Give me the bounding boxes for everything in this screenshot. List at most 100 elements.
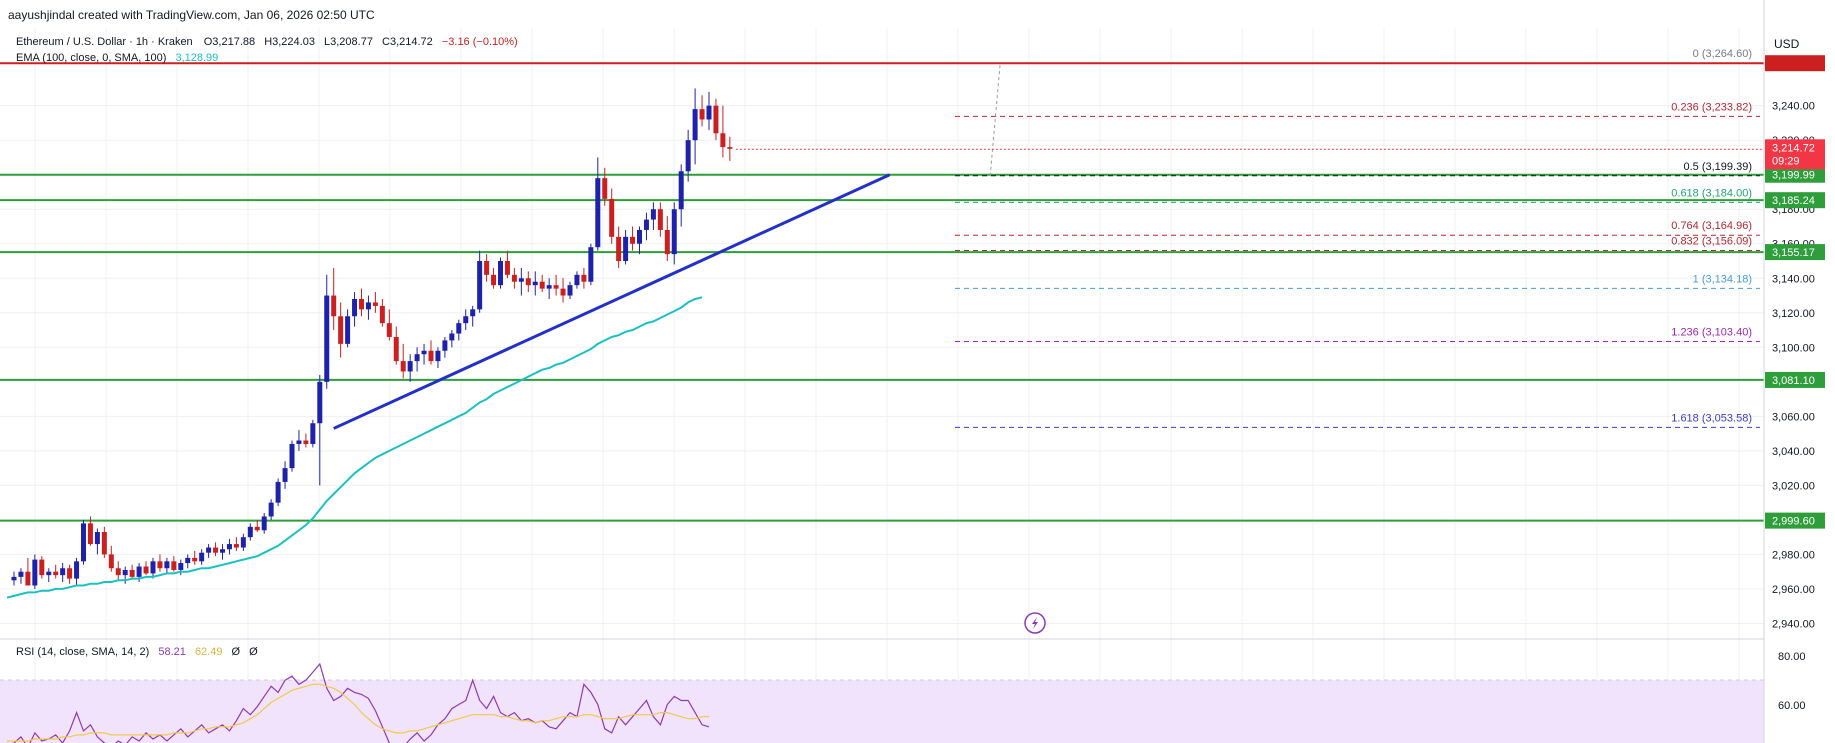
ohlc-close: C3,214.72 xyxy=(382,36,433,48)
candle-body xyxy=(470,309,476,317)
candle-body xyxy=(463,316,469,324)
candle-body xyxy=(94,531,100,545)
candle-body xyxy=(720,133,726,148)
rsi-sma-line xyxy=(7,683,709,742)
candle-body xyxy=(616,236,622,262)
candle-body xyxy=(630,236,636,244)
candle-body xyxy=(74,561,80,579)
fib-level-label: 0.618 (3,184.00) xyxy=(1671,187,1752,199)
rsi-tick-60-text: 60.00 xyxy=(1778,700,1806,712)
level-badge-text: 3,199.99 xyxy=(1772,170,1815,182)
candle-body xyxy=(539,281,545,289)
symbol-legend[interactable]: Ethereum / U.S. Dollar · 1h · Kraken O3,… xyxy=(16,36,518,48)
candle-body xyxy=(282,468,288,482)
candle-body xyxy=(53,571,59,576)
level-badge-text: 2,999.60 xyxy=(1772,516,1815,528)
fibonacci-retracement: 0 (3,264.60) 0.236 (3,233.82) 0.5 (3,199.3… xyxy=(955,48,1760,428)
grid xyxy=(0,28,1764,743)
credit-line: aayushjindal created with TradingView.co… xyxy=(8,8,375,22)
candle-body xyxy=(60,568,66,576)
price-tick-label: 3,060.00 xyxy=(1772,411,1815,423)
fib-level-label: 1.236 (3,103.40) xyxy=(1671,326,1752,338)
ema-label: EMA (100, close, 0, SMA, 100) xyxy=(16,52,167,64)
candle-body xyxy=(637,229,642,244)
candle-body xyxy=(352,298,358,317)
candle-body xyxy=(525,278,531,286)
trend-line[interactable] xyxy=(333,173,891,430)
candle-body xyxy=(115,568,121,576)
candle-body xyxy=(345,316,351,344)
fib-level-label: 0.236 (3,233.82) xyxy=(1671,101,1752,113)
candle-body xyxy=(643,219,649,230)
candle-body xyxy=(484,261,490,275)
candle-body xyxy=(359,298,364,310)
candle-body xyxy=(39,559,45,576)
level-badge xyxy=(1765,371,1825,388)
candle-body xyxy=(706,105,712,120)
level-badge-text: 3,155.17 xyxy=(1772,247,1815,259)
candle-body xyxy=(220,549,225,553)
candle-body xyxy=(226,544,232,550)
candle-body xyxy=(310,423,316,444)
rsi-line xyxy=(11,662,710,743)
candle-body xyxy=(664,229,670,255)
candle-body xyxy=(192,557,198,562)
candle-body xyxy=(25,571,31,586)
rsi-tick-80-text: 80.00 xyxy=(1778,651,1806,663)
ohlc-high: H3,224.03 xyxy=(264,36,315,48)
ohlc-low: L3,208.77 xyxy=(324,36,373,48)
price-badges: 3,199.99 3,185.24 3,155.17 3,081.10 2,999.60… xyxy=(735,55,1825,529)
candle-body xyxy=(435,350,441,362)
candle-body xyxy=(254,526,260,531)
candle-body xyxy=(623,236,629,262)
candle-body xyxy=(574,274,580,286)
candle-body xyxy=(289,443,295,469)
candle-body xyxy=(67,568,73,579)
rsi-legend[interactable]: RSI (14, close, SMA, 14, 2) 58.21 62.49 … xyxy=(16,646,258,658)
ohlc-change: −3.16 (−0.10%) xyxy=(441,36,518,48)
candle-body xyxy=(213,547,219,553)
candlesticks xyxy=(11,88,733,589)
candle-body xyxy=(692,109,698,141)
candle-body xyxy=(504,261,510,275)
candle-body xyxy=(511,274,517,282)
candle-body xyxy=(261,516,267,531)
currency-label[interactable]: USD xyxy=(1774,37,1799,51)
candle-body xyxy=(296,440,302,444)
candle-body xyxy=(199,552,205,562)
candle-body xyxy=(414,354,420,362)
candle-body xyxy=(449,333,455,341)
candle-body xyxy=(129,569,135,577)
candle-body xyxy=(567,285,573,296)
candle-body xyxy=(609,198,615,237)
candle-body xyxy=(324,295,330,382)
ema-legend[interactable]: EMA (100, close, 0, SMA, 100) 3,128.99 xyxy=(16,52,218,64)
candle-body xyxy=(393,336,399,362)
price-tick-label: 2,960.00 xyxy=(1772,584,1815,596)
rsi-extra-1: Ø xyxy=(231,646,241,658)
candle-body xyxy=(553,285,559,289)
price-tick-label: 3,020.00 xyxy=(1772,480,1815,492)
fib-level-label: 1.618 (3,053.58) xyxy=(1671,412,1752,424)
current-price-text: 3,214.72 xyxy=(1772,142,1815,154)
horizontal-levels xyxy=(0,62,1764,522)
level-badge xyxy=(1765,512,1825,529)
candle-body xyxy=(428,350,434,362)
candle-body xyxy=(379,305,385,324)
candle-body xyxy=(671,209,677,255)
candle-body xyxy=(699,109,705,120)
rsi-tick-80: 80.00 xyxy=(1778,651,1806,663)
candle-body xyxy=(101,531,107,555)
rsi-value: 58.21 xyxy=(158,646,186,658)
candle-body xyxy=(491,274,497,286)
lightning-icon[interactable] xyxy=(1024,612,1046,634)
rsi-tick-60: 60.00 xyxy=(1778,700,1806,712)
candle-body xyxy=(185,557,191,564)
candle-body xyxy=(685,140,691,172)
candle-body xyxy=(11,576,17,581)
candle-body xyxy=(546,285,552,289)
rsi-sma-value: 62.49 xyxy=(194,646,223,658)
candle-body xyxy=(247,526,253,538)
candle-body xyxy=(678,171,684,210)
